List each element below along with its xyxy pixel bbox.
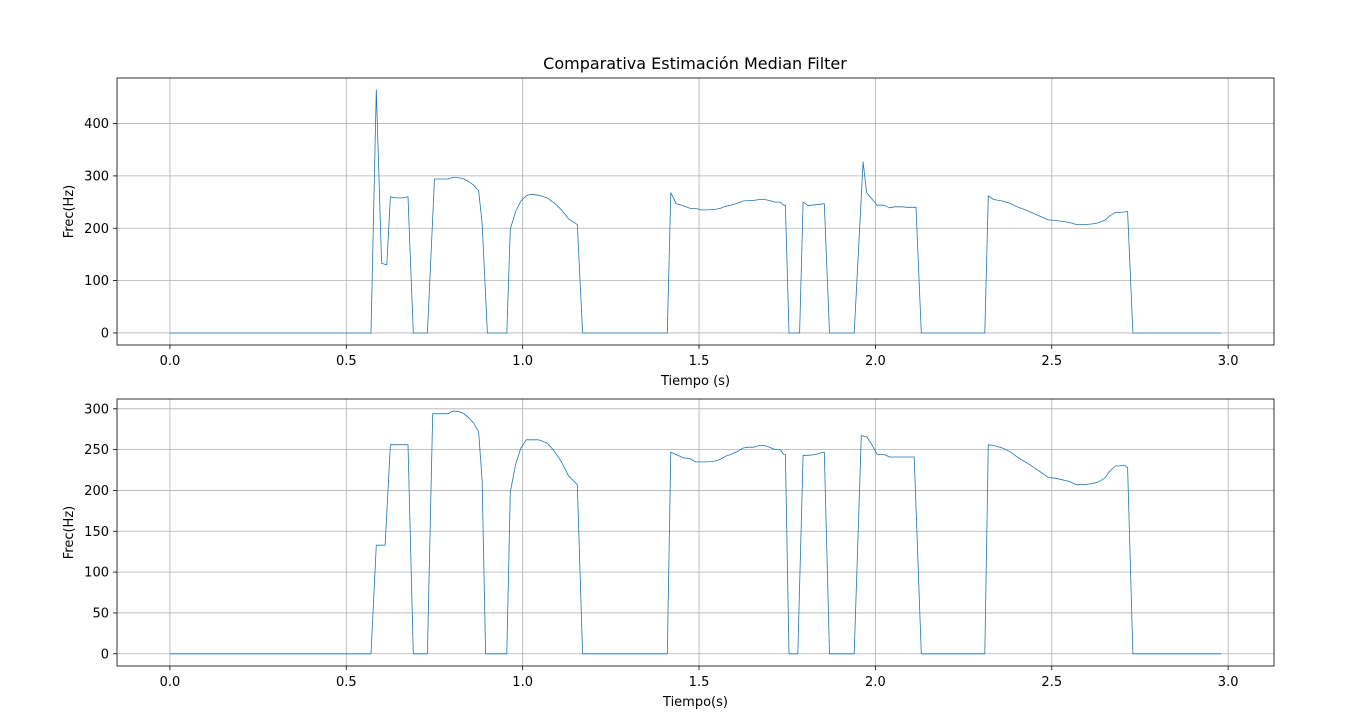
axes-frame <box>116 77 1275 346</box>
y-axis-label: Frec(Hz) <box>62 506 77 559</box>
x-tick-label: 2.5 <box>1041 675 1062 690</box>
chart-title: Comparativa Estimación Median Filter <box>543 54 847 73</box>
top-plot: 0.0 0.5 1.0 1.5 2.0 2.5 3.0 0 100 200 300 400 Tiempo… <box>62 77 1275 389</box>
x-tick-label: 0.0 <box>160 354 181 369</box>
y-tick-label: 300 <box>84 402 109 417</box>
x-tick-label: 3.0 <box>1218 675 1239 690</box>
x-axis-label: Tiempo(s) <box>662 695 728 710</box>
series-line <box>169 410 1222 655</box>
x-tick-label: 0.5 <box>336 354 357 369</box>
y-tick-label: 100 <box>84 274 109 289</box>
y-tick-label: 50 <box>92 606 109 621</box>
y-tick-label: 300 <box>84 169 109 184</box>
y-tick-label: 100 <box>84 566 109 581</box>
x-tick-label: 0.0 <box>160 675 181 690</box>
y-tick-label: 250 <box>84 443 109 458</box>
x-tick-label: 2.0 <box>865 354 886 369</box>
series-line <box>169 89 1222 334</box>
x-tick-label: 1.5 <box>689 354 710 369</box>
x-tick-label: 2.5 <box>1041 354 1062 369</box>
x-tick-label: 2.0 <box>865 675 886 690</box>
x-tick-label: 1.0 <box>512 675 533 690</box>
y-tick-label: 200 <box>84 222 109 237</box>
x-axis-label: Tiempo (s) <box>660 374 730 389</box>
axes-frame <box>116 398 1275 667</box>
x-tick-label: 0.5 <box>336 675 357 690</box>
y-tick-label: 0 <box>101 326 109 341</box>
y-tick-label: 150 <box>84 525 109 540</box>
y-tick-label: 0 <box>101 647 109 662</box>
y-axis-label: Frec(Hz) <box>62 185 77 238</box>
x-tick-label: 1.5 <box>689 675 710 690</box>
y-tick-label: 400 <box>84 117 109 132</box>
x-tick-label: 1.0 <box>512 354 533 369</box>
y-tick-label: 200 <box>84 484 109 499</box>
x-tick-label: 3.0 <box>1218 354 1239 369</box>
bottom-plot: 0.0 0.5 1.0 1.5 2.0 2.5 3.0 0 50 100 150 200 250 300 T… <box>62 398 1275 710</box>
